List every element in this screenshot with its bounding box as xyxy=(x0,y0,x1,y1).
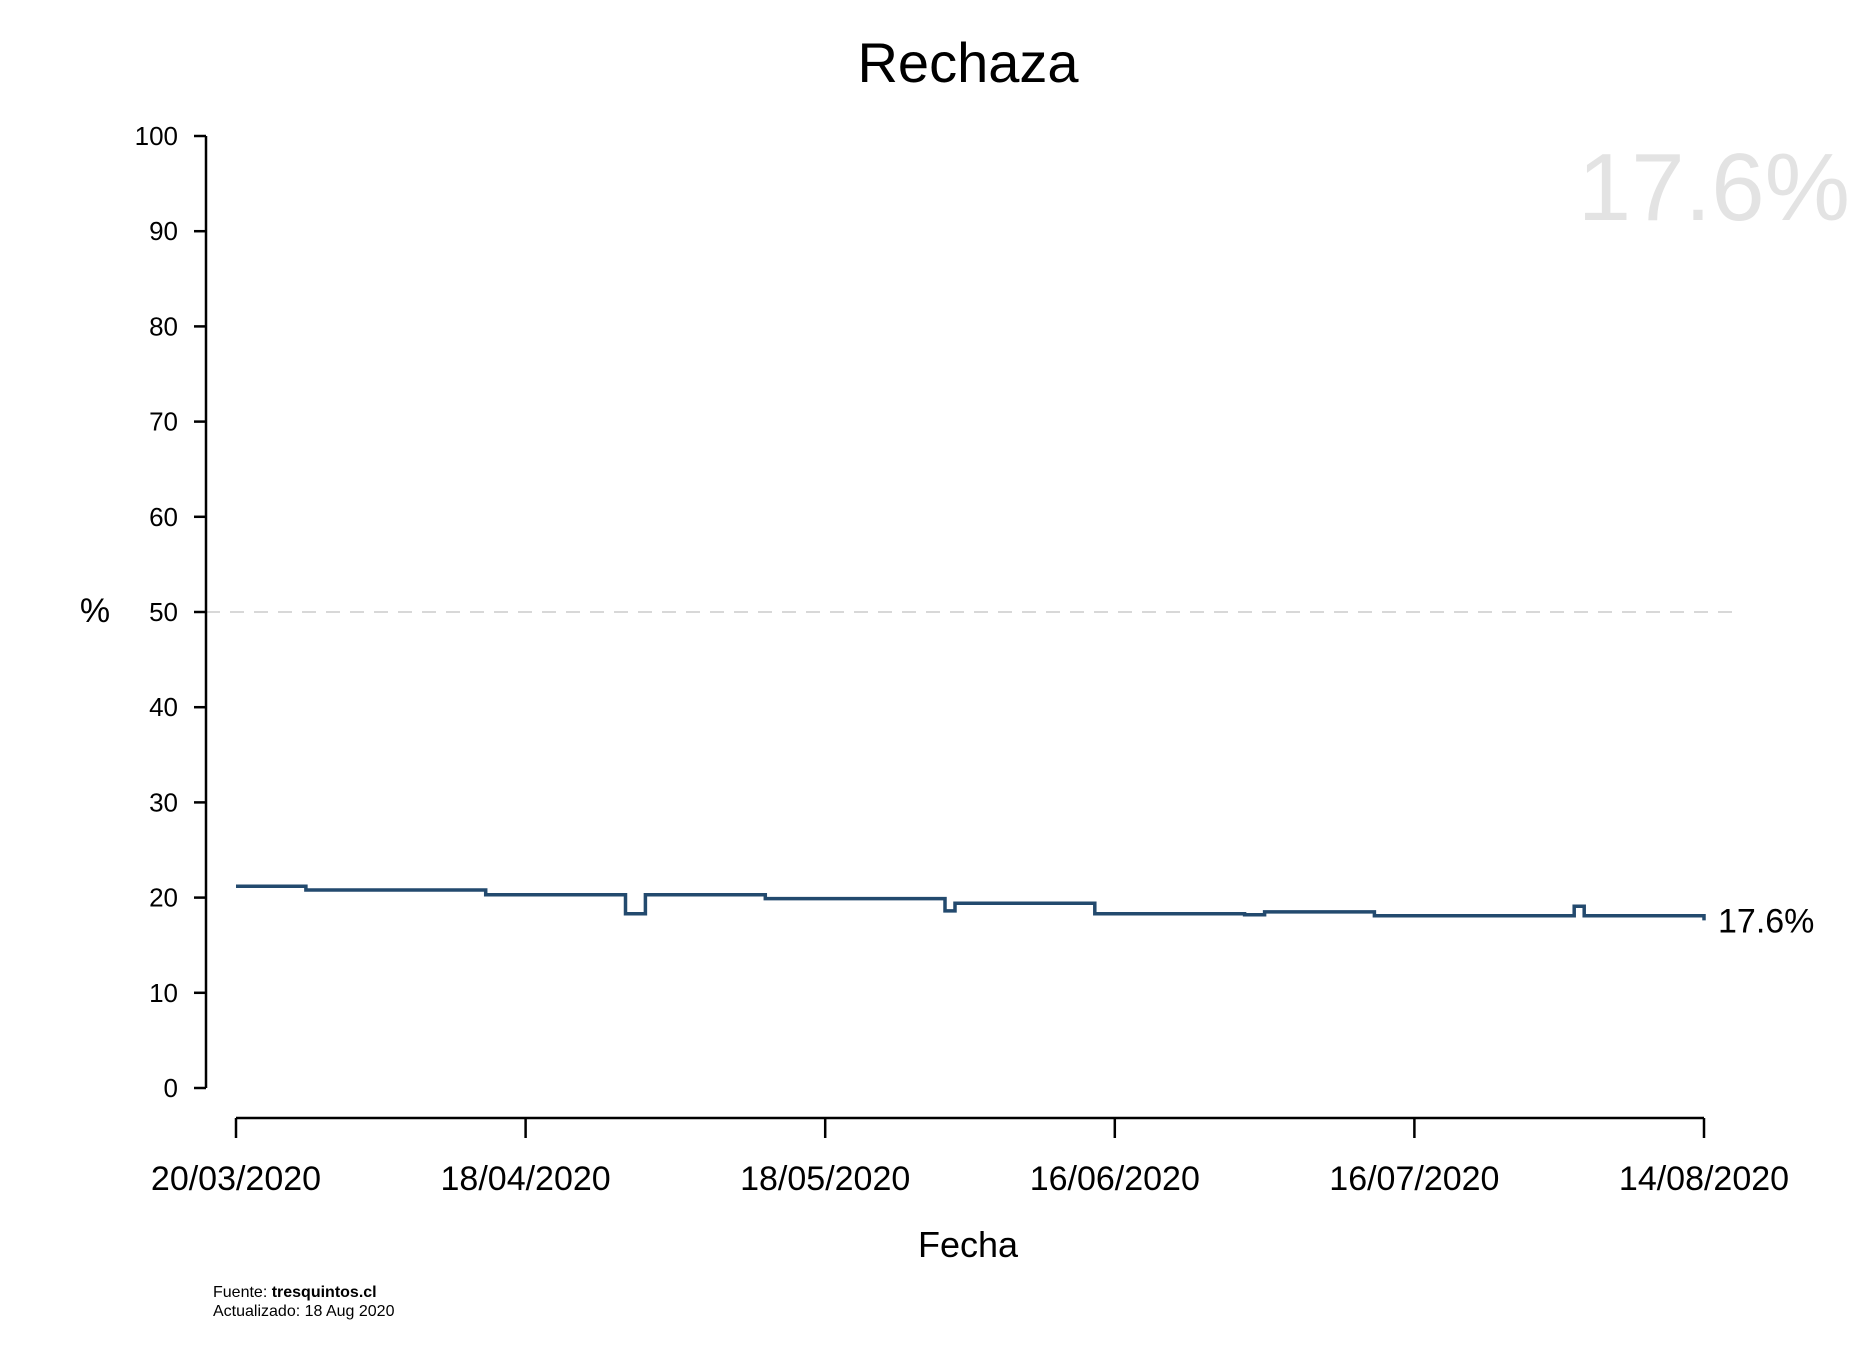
x-axis: 20/03/2020 18/04/2020 18/05/2020 16/06/2020… xyxy=(151,1116,1789,1198)
x-axis-label: Fecha xyxy=(918,1224,1019,1265)
footer-source-prefix: Fuente: xyxy=(213,1284,272,1301)
y-tick-label: 50 xyxy=(149,597,178,627)
footer-updated: Actualizado: 18 Aug 2020 xyxy=(213,1303,395,1320)
series-line xyxy=(236,884,1706,921)
y-tick-label: 70 xyxy=(149,407,178,437)
y-tick-label: 80 xyxy=(149,311,178,341)
x-tick-label: 14/08/2020 xyxy=(1619,1160,1789,1198)
y-tick-label: 10 xyxy=(149,978,178,1008)
footer-source: Fuente: tresquintos.cl xyxy=(213,1284,377,1301)
chart-title: Rechaza xyxy=(857,31,1079,94)
x-tick-label: 18/05/2020 xyxy=(740,1160,910,1198)
footer-source-name: tresquintos.cl xyxy=(272,1284,377,1301)
end-value-label: 17.6% xyxy=(1718,902,1814,940)
y-tick-label: 90 xyxy=(149,216,178,246)
watermark-value: 17.6% xyxy=(1578,134,1850,241)
y-tick-label: 60 xyxy=(149,502,178,532)
y-axis: 0 10 20 30 40 50 60 70 80 90 100 xyxy=(135,121,208,1103)
y-tick-label: 100 xyxy=(135,121,178,151)
y-tick-label: 40 xyxy=(149,692,178,722)
y-tick-label: 20 xyxy=(149,883,178,913)
y-tick-label: 30 xyxy=(149,787,178,817)
y-tick-label: 0 xyxy=(164,1073,178,1103)
x-tick-label: 16/07/2020 xyxy=(1329,1160,1499,1198)
y-axis-label: % xyxy=(80,592,110,630)
x-tick-label: 18/04/2020 xyxy=(441,1160,611,1198)
x-tick-label: 20/03/2020 xyxy=(151,1160,321,1198)
x-tick-label: 16/06/2020 xyxy=(1030,1160,1200,1198)
series-group xyxy=(235,884,1706,921)
